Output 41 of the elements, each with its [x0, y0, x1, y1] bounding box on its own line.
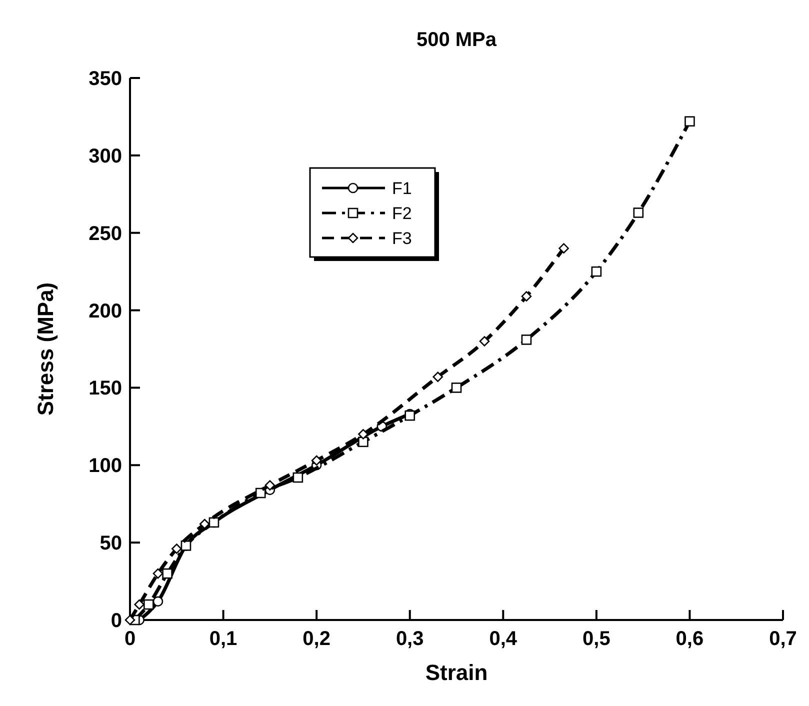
- point: [144, 599, 154, 610]
- y-tick-label: 350: [88, 68, 122, 90]
- point: [432, 372, 443, 382]
- point: [171, 544, 182, 554]
- point: [633, 208, 644, 218]
- point: [521, 291, 532, 302]
- legend-label: F1: [392, 179, 412, 198]
- chart-title: 500 MPa: [416, 29, 498, 51]
- point: [358, 436, 368, 448]
- point: [311, 455, 322, 466]
- x-tick-label: 0,4: [489, 628, 518, 650]
- y-axis-title: Stress (MPa): [33, 282, 58, 416]
- point: [684, 116, 695, 127]
- y-tick-label: 0: [110, 610, 122, 632]
- y-tick-label: 300: [88, 145, 122, 168]
- point: [591, 266, 602, 277]
- point: [558, 243, 569, 254]
- x-tick-label: 0,2: [302, 628, 330, 650]
- x-tick-label: 0,5: [582, 628, 610, 650]
- x-tick-label: 0,1: [209, 628, 238, 650]
- y-tick-label: 50: [100, 532, 122, 555]
- point: [264, 480, 276, 490]
- point: [521, 334, 532, 345]
- point: [292, 472, 304, 483]
- y-tick-label: 150: [88, 378, 122, 400]
- point: [451, 382, 462, 393]
- point: [208, 517, 220, 528]
- x-tick-label: 0,6: [676, 628, 704, 650]
- point: [479, 336, 490, 346]
- y-tick-label: 200: [88, 300, 122, 322]
- y-tick-label: 100: [88, 455, 122, 478]
- y-tick-label: 250: [88, 222, 122, 245]
- x-tick-label: 0: [124, 628, 136, 650]
- legend-label: F2: [392, 204, 412, 223]
- point: [162, 568, 172, 579]
- x-tick-label: 0,3: [396, 628, 424, 650]
- point: [152, 596, 164, 607]
- point: [180, 540, 192, 551]
- x-tick-label: 0,7: [769, 628, 797, 650]
- legend-label: F3: [392, 229, 412, 248]
- x-axis-title: Strain: [425, 660, 488, 685]
